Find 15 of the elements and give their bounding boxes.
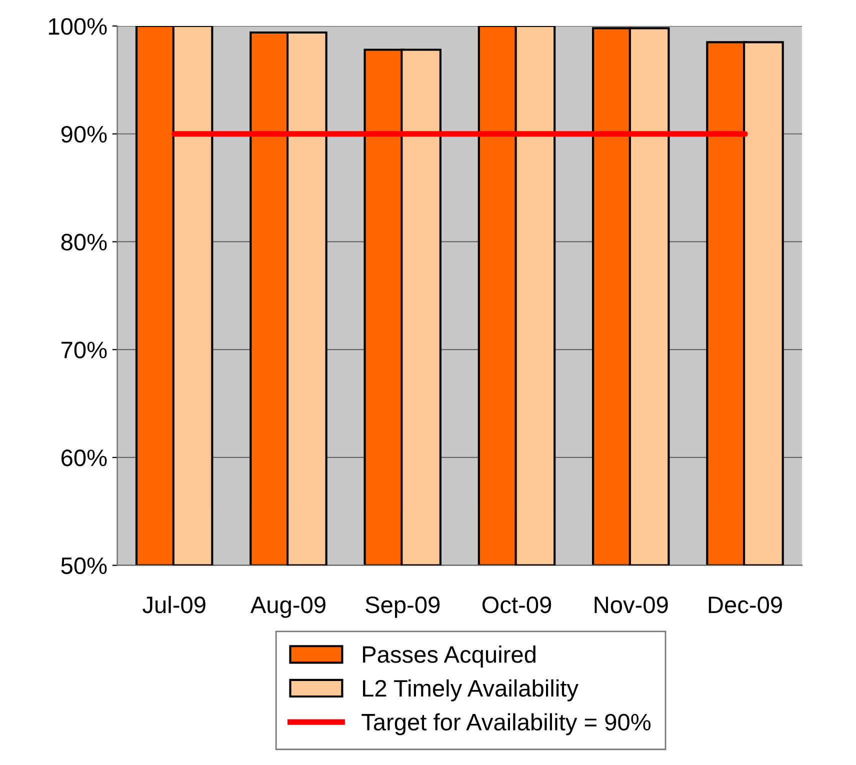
legend-label: Passes Acquired bbox=[363, 646, 536, 668]
x-tick-label: Nov-09 bbox=[594, 596, 668, 614]
legend-label: Target for Availability = 90% bbox=[362, 713, 651, 736]
x-tick-label: Dec-09 bbox=[708, 596, 782, 614]
x-tick-label: Aug-09 bbox=[250, 596, 326, 618]
y-tick-label: 100% bbox=[48, 18, 107, 35]
y-tick-label: 80% bbox=[61, 234, 107, 251]
y-tick-label: 60% bbox=[61, 450, 107, 466]
legend-label: L2 Timely Availability bbox=[363, 679, 578, 702]
x-tick-label: Oct-09 bbox=[482, 596, 552, 614]
y-tick-label: 70% bbox=[62, 342, 107, 358]
y-tick-label: 90% bbox=[61, 126, 107, 143]
y-tick-label: 50% bbox=[61, 557, 107, 574]
x-tick-label: Sep-09 bbox=[366, 596, 440, 618]
x-tick-label: Jul-09 bbox=[142, 596, 206, 614]
